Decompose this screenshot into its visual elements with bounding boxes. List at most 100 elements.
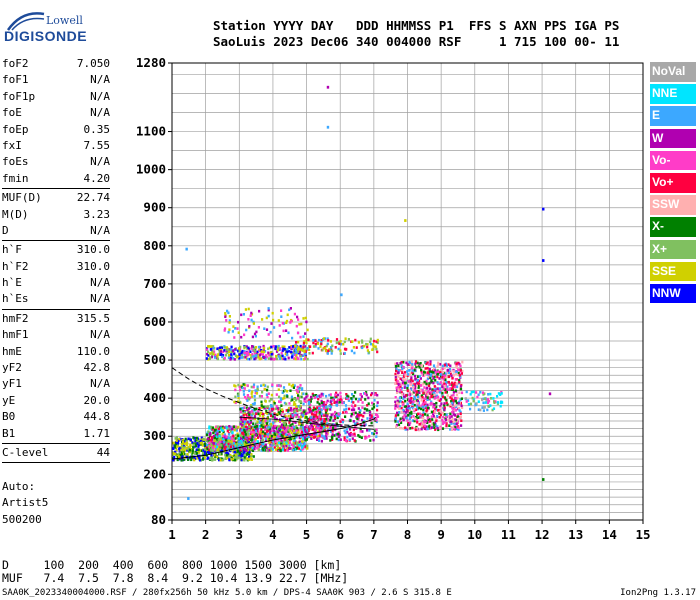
echo-point [213,453,216,457]
echo-point [439,398,443,401]
echo-point [344,415,347,418]
echo-point [443,406,446,410]
echo-point [202,449,205,452]
echo-point [243,412,246,415]
echo-point [227,442,230,446]
echo-point [285,402,288,406]
echo-point [290,443,293,447]
echo-point [219,457,222,460]
echo-point [487,399,491,403]
echo-point [237,383,240,387]
echo-point [445,424,448,428]
echo-point [289,389,292,392]
echo-point [282,329,285,333]
echo-point [272,358,275,361]
echo-point [376,401,379,404]
echo-point [422,391,425,395]
param-label: yF2 [2,361,22,375]
echo-point [287,430,290,433]
echo-point [542,478,545,481]
param-value: 110.0 [76,344,110,358]
echo-point [260,404,263,407]
echo-point [331,425,334,428]
echo-point [313,432,316,436]
echo-point [273,416,276,420]
echo-point [228,433,231,436]
echo-point [295,429,298,432]
echo-point [321,434,324,438]
echo-point [215,435,218,438]
echo-point [241,386,244,390]
echo-point [292,386,295,389]
echo-point [275,444,278,447]
echo-point [329,408,332,411]
echo-point [489,392,492,396]
echo-point [438,388,441,392]
echo-point [283,356,286,359]
echo-point [243,387,246,390]
echo-point [362,345,365,348]
echo-point [432,381,435,385]
echo-point [318,418,321,422]
echo-point [267,433,270,436]
echo-point [408,408,412,412]
echo-point [276,442,279,445]
echo-point [330,396,333,400]
echo-point [275,404,278,408]
echo-point [323,414,326,417]
auto-software: Artist5 [2,496,49,510]
echo-point [176,454,179,457]
echo-point [242,393,246,396]
echo-point [248,325,251,328]
trace-line-upper [239,416,374,430]
echo-point [454,422,457,426]
echo-point [352,346,355,349]
echo-point [274,347,277,351]
echo-point [250,356,253,360]
echo-point [401,381,405,385]
echo-point [270,425,273,428]
echo-point [277,425,280,428]
echo-point [302,354,305,357]
echo-point [213,429,217,432]
echo-point [310,427,313,431]
echo-point [277,436,280,440]
echo-point [206,437,209,441]
echo-point [415,405,419,408]
param-label: yE [2,393,16,407]
echo-point [397,371,400,374]
echo-point [260,436,263,440]
echo-point [422,389,425,393]
echo-point [358,411,361,414]
echo-point [207,345,210,348]
echo-point [277,346,280,350]
echo-point [285,428,288,431]
echo-point [347,338,350,341]
echo-point [178,447,181,451]
echo-point [293,410,296,414]
echo-point [253,447,256,451]
echo-point [314,417,317,420]
echo-point [449,420,452,423]
echo-point [413,403,416,407]
echo-point [263,327,266,330]
echo-point [278,427,281,431]
echo-point [209,457,212,461]
echo-point [283,422,286,426]
echo-point [441,364,445,368]
echo-point [426,403,429,407]
echo-point [353,408,356,412]
echo-point [236,451,239,455]
echo-point [398,419,401,423]
echo-point [292,352,295,356]
echo-point [252,422,255,425]
echo-point [331,437,334,440]
param-row: hmF1 N/A [2,327,110,343]
echo-point [261,390,264,394]
echo-point [265,328,269,331]
echo-point [225,353,228,357]
echo-point [260,449,263,452]
echo-point [219,437,222,440]
echo-point [436,387,439,390]
echo-point [243,351,246,355]
